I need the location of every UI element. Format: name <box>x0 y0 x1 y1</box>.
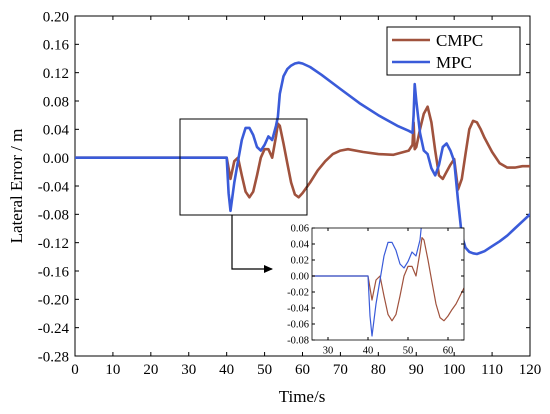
main-y-tick-label: -0.04 <box>38 179 70 195</box>
main-y-ticks: 0.20 0.16 0.12 0.08 0.04 0.00 -0.04 -0.08 -0.12 -… <box>38 9 530 365</box>
inset-x-tick-label: 50 <box>403 346 414 357</box>
main-series <box>75 61 530 256</box>
inset-frame <box>311 227 465 341</box>
main-plot: 0.20 0.16 0.12 0.08 0.04 0.00 -0.04 -0.08 -0.12 -… <box>38 9 542 378</box>
x-axis-title: Time/s <box>279 387 326 406</box>
zoom-region-box <box>179 118 308 216</box>
main-x-tick-label: 50 <box>257 362 272 378</box>
main-y-tick-label: -0.12 <box>38 236 69 252</box>
inset-series-0-line <box>312 237 464 322</box>
zoom-arrow <box>231 215 273 273</box>
inset-series <box>312 228 464 337</box>
main-y-tick-label: -0.20 <box>38 293 69 309</box>
main-y-tick-label: -0.08 <box>38 208 69 224</box>
main-x-tick-label: 120 <box>519 362 542 378</box>
main-y-tick-label: 0.16 <box>43 38 70 54</box>
inset-y-ticks: 0.06 0.04 0.02 0.00 -0.02 -0.04 -0.06 -0.08 <box>287 224 464 347</box>
main-y-tick-label: -0.28 <box>38 349 69 365</box>
main-x-tick-label: 60 <box>295 362 310 378</box>
main-y-tick-label: -0.24 <box>38 321 70 337</box>
inset-series-1-line <box>312 228 422 337</box>
main-x-ticks: 0 10 20 30 40 50 60 70 80 90 100 110 120 <box>71 16 541 378</box>
inset-x-tick-label: 30 <box>323 346 334 357</box>
inset-y-tick-label: -0.06 <box>287 320 309 331</box>
inset-y-tick-label: -0.08 <box>287 336 309 347</box>
main-x-tick-label: 10 <box>105 362 120 378</box>
main-x-tick-label: 80 <box>371 362 386 378</box>
legend-label-mpc: MPC <box>436 53 472 72</box>
main-x-tick-label: 40 <box>219 362 234 378</box>
legend-box <box>386 26 521 76</box>
main-x-tick-label: 30 <box>181 362 196 378</box>
main-x-tick-label: 100 <box>443 362 466 378</box>
legend: CMPC MPC <box>386 26 521 76</box>
main-cmpc-line <box>75 105 530 199</box>
inset-y-tick-label: 0.04 <box>291 240 310 251</box>
main-y-tick-label: 0.00 <box>43 151 69 167</box>
inset-y-tick-label: -0.04 <box>287 304 310 315</box>
main-x-tick-label: 0 <box>71 362 79 378</box>
zoom-indicator <box>179 118 308 273</box>
main-y-tick-label: 0.04 <box>43 123 70 139</box>
main-x-tick-label: 70 <box>333 362 348 378</box>
main-mpc-line <box>75 61 530 256</box>
y-axis-title: Lateral Error / m <box>7 129 26 244</box>
main-x-tick-label: 90 <box>409 362 424 378</box>
main-y-tick-label: 0.08 <box>43 94 69 110</box>
inset-x-tick-label: 60 <box>443 346 454 357</box>
main-x-tick-label: 110 <box>481 362 503 378</box>
main-y-tick-label: 0.20 <box>43 9 69 25</box>
inset-y-tick-label: 0.02 <box>291 256 309 267</box>
inset-x-tick-label: 40 <box>363 346 374 357</box>
legend-label-cmpc: CMPC <box>436 31 483 50</box>
inset-x-ticks: 30 40 50 60 <box>323 228 454 357</box>
inset-plot: 0.06 0.04 0.02 0.00 -0.02 -0.04 -0.06 -0.08 30 4… <box>287 224 465 357</box>
inset-background <box>312 228 464 340</box>
inset-y-tick-label: -0.02 <box>287 288 309 299</box>
main-x-tick-label: 20 <box>143 362 158 378</box>
main-y-tick-label: -0.16 <box>38 264 70 280</box>
inset-y-tick-label: 0.06 <box>291 224 309 235</box>
inset-y-tick-label: 0.00 <box>291 272 309 283</box>
main-y-tick-label: 0.12 <box>43 66 69 82</box>
